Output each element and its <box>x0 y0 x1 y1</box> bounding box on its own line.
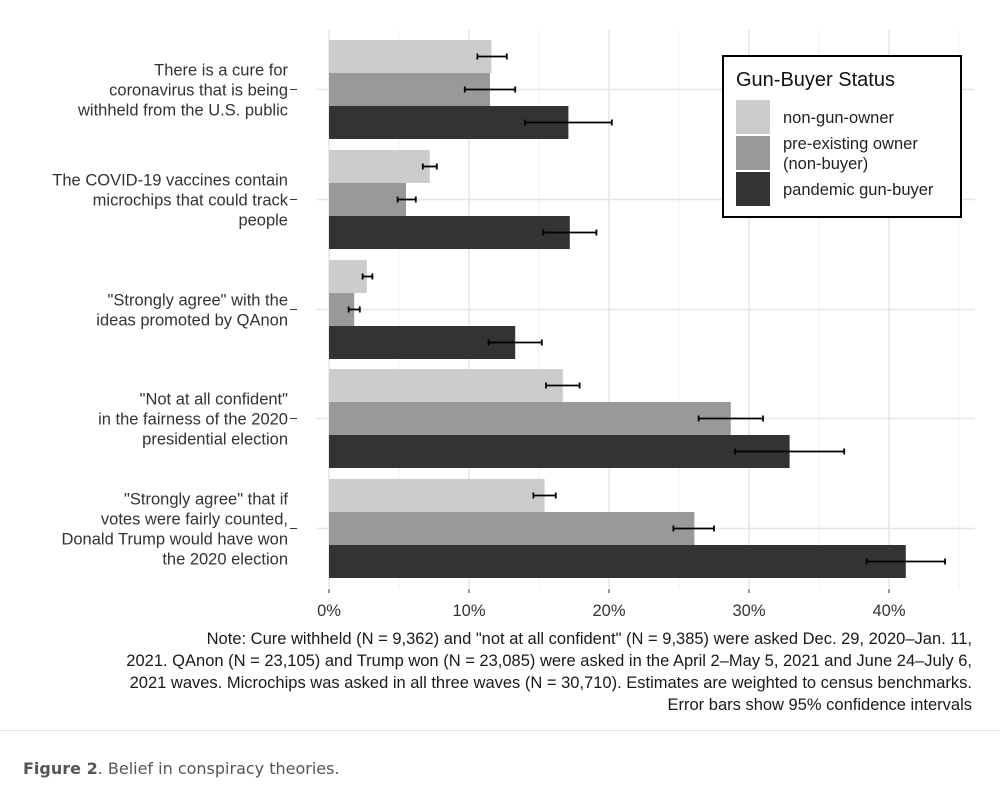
bar <box>329 545 906 578</box>
category-label: "Not at all confident" <box>140 391 289 409</box>
note-line: 2021. QAnon (N = 23,105) and Trump won (… <box>126 652 972 670</box>
bar <box>329 435 790 468</box>
x-tick-label: 0% <box>317 602 341 620</box>
bar <box>329 479 545 512</box>
bar <box>329 326 516 359</box>
category-label: Donald Trump would have won <box>61 531 288 549</box>
x-tick-label: 20% <box>592 602 625 620</box>
bar <box>329 73 490 106</box>
legend-label: pre-existing owner <box>783 135 918 153</box>
category-label: the 2020 election <box>162 551 288 569</box>
legend-key <box>736 172 770 206</box>
bar <box>329 512 695 545</box>
bar-chart: There is a cure for coronavirus that is b… <box>52 30 975 620</box>
legend-key <box>736 100 770 134</box>
legend-label: non-gun-owner <box>783 109 894 127</box>
figure-caption: Figure 2. Belief in conspiracy theories. <box>23 759 340 778</box>
bar <box>329 369 563 402</box>
category-label: "Strongly agree" that if <box>124 491 288 509</box>
note-line: Note: Cure withheld (N = 9,362) and "not… <box>206 630 972 648</box>
chart-note: Note: Cure withheld (N = 9,362) and "not… <box>12 628 972 716</box>
category-label: There is a cure for <box>154 62 288 80</box>
x-tick-label: 40% <box>872 602 905 620</box>
legend-label: (non-buyer) <box>783 155 868 173</box>
legend-label: pandemic gun-buyer <box>783 181 934 199</box>
category-label: ideas promoted by QAnon <box>96 312 288 330</box>
bar <box>329 150 430 183</box>
note-line: 2021 waves. Microchips was asked in all … <box>129 674 972 692</box>
category-label: people <box>238 212 288 230</box>
bar <box>329 260 367 293</box>
caption-text: . Belief in conspiracy theories. <box>97 759 340 778</box>
x-tick-label: 30% <box>732 602 765 620</box>
note-line: Error bars show 95% confidence intervals <box>667 696 972 714</box>
bar <box>329 183 406 216</box>
caption-label: Figure 2 <box>23 759 98 778</box>
category-label: "Strongly agree" with the <box>108 292 288 310</box>
category-label: microchips that could track <box>93 192 289 210</box>
bar <box>329 216 570 249</box>
x-tick-label: 10% <box>452 602 485 620</box>
category-label: The COVID-19 vaccines contain <box>52 172 288 190</box>
legend-key <box>736 136 770 170</box>
legend-title: Gun-Buyer Status <box>736 69 895 91</box>
caption-divider <box>0 730 1000 731</box>
bar <box>329 40 492 73</box>
category-label: presidential election <box>142 431 288 449</box>
category-label: coronavirus that is being <box>109 82 288 100</box>
category-label: votes were fairly counted, <box>101 511 288 529</box>
category-label: in the fairness of the 2020 <box>98 411 288 429</box>
bar <box>329 402 731 435</box>
category-label: withheld from the U.S. public <box>77 102 288 120</box>
